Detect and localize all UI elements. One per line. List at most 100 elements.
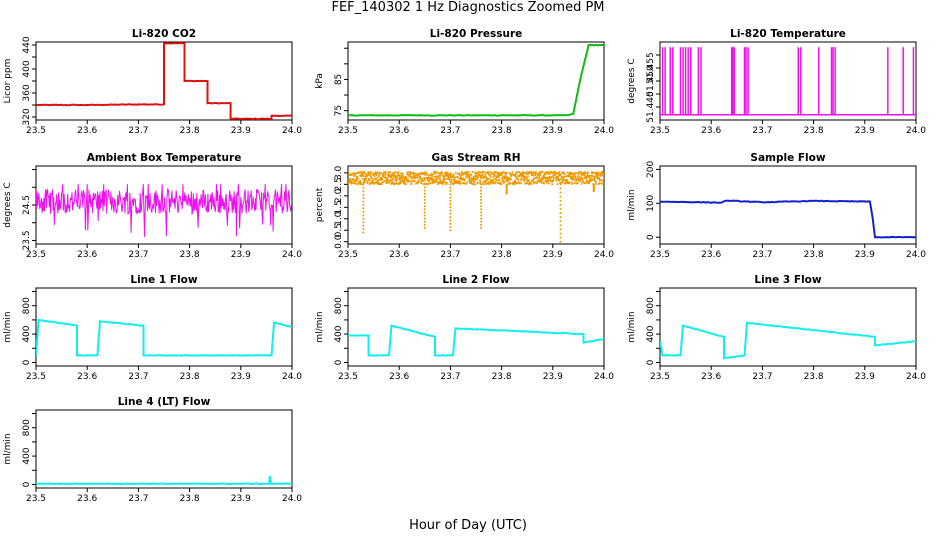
data-point [401, 174, 404, 177]
data-point [468, 175, 471, 177]
plot-frame [659, 165, 917, 245]
x-tick-label: 23.7 [440, 126, 460, 136]
data-point [431, 175, 434, 178]
data-point [449, 189, 452, 192]
data-point [351, 173, 353, 176]
data-point [427, 180, 430, 183]
x-tick-label: 23.9 [231, 494, 251, 504]
data-layer [36, 318, 292, 357]
series-line [348, 324, 604, 357]
data-point [583, 174, 586, 177]
x-tick-label: 23.8 [804, 126, 824, 136]
data-point [362, 190, 365, 193]
y-axis-label: Licor ppm [3, 59, 13, 104]
data-point [503, 181, 506, 183]
data-point [581, 177, 584, 180]
data-point [480, 223, 483, 226]
data-point [404, 175, 407, 178]
data-point [449, 199, 452, 202]
data-point [487, 181, 490, 184]
data-point [530, 183, 533, 186]
data-point [367, 177, 370, 180]
data-point [423, 192, 426, 195]
data-point [415, 173, 418, 176]
plot-frame [347, 165, 605, 245]
data-point [570, 181, 573, 184]
data-point [363, 181, 366, 184]
data-point [449, 206, 452, 209]
data-point [547, 171, 550, 174]
data-point [500, 183, 503, 186]
data-point [362, 221, 365, 224]
data-layer [348, 324, 604, 357]
data-layer [36, 475, 292, 486]
data-point [362, 193, 365, 196]
data-point [511, 170, 514, 173]
data-point [429, 174, 432, 177]
data-point [454, 176, 457, 179]
data-point [499, 181, 502, 184]
data-point [485, 176, 488, 179]
data-point [423, 183, 426, 186]
data-point [559, 203, 562, 206]
data-point [559, 183, 562, 186]
data-point [362, 214, 365, 217]
panel-title: Line 1 Flow [130, 274, 197, 286]
data-point [386, 177, 389, 179]
data-point [374, 171, 377, 174]
data-point [424, 171, 427, 174]
data-point [474, 183, 477, 186]
data-point [449, 196, 452, 199]
data-point [487, 178, 490, 180]
data-point [480, 192, 483, 195]
x-tick-label: 24.0 [282, 372, 302, 382]
data-point [404, 183, 407, 186]
y-tick-label: 800 [22, 297, 32, 314]
data-point [588, 181, 591, 184]
x-tick-label: 24.0 [594, 250, 614, 260]
data-point [538, 176, 541, 179]
x-tick-label: 23.5 [650, 250, 670, 260]
y-tick-label: 200 [646, 161, 656, 178]
panel-10: Line 4 (LT) Flow 23.5 23.6 23.7 23.8 23.9 24.0… [3, 396, 302, 504]
data-point [535, 173, 537, 176]
data-point [559, 212, 562, 214]
data-point [559, 240, 562, 243]
series-line [660, 321, 916, 360]
data-point [484, 173, 487, 176]
data-point [480, 214, 483, 217]
x-tick-label: 23.8 [804, 372, 824, 382]
data-point [435, 180, 438, 183]
y-tick-label: 0 [22, 359, 32, 365]
data-point [594, 182, 597, 185]
data-point [552, 179, 555, 181]
data-point [480, 205, 483, 208]
data-point [460, 171, 463, 173]
data-point [543, 173, 546, 175]
x-tick-label: 23.7 [128, 372, 148, 382]
x-tick-label: 23.6 [77, 494, 97, 504]
x-tick-label: 23.7 [128, 250, 148, 260]
data-point [480, 198, 483, 201]
data-point [430, 179, 433, 182]
x-tick-label: 23.6 [701, 372, 721, 382]
y-tick-label: 360 [22, 84, 32, 101]
data-point [473, 180, 476, 183]
data-point [584, 172, 587, 175]
x-axis-title: Hour of Day (UTC) [409, 518, 527, 533]
data-point [456, 176, 459, 179]
data-point [515, 172, 518, 175]
data-point [480, 183, 483, 186]
data-point [362, 210, 365, 213]
y-tick-label: 0 [646, 359, 656, 365]
data-point [362, 217, 365, 220]
data-point [586, 174, 589, 177]
data-point [449, 203, 452, 205]
data-point [535, 182, 538, 185]
data-point [563, 172, 566, 175]
data-point [471, 180, 473, 182]
data-point [391, 179, 394, 182]
x-tick-label: 24.0 [906, 372, 926, 382]
data-point [571, 183, 574, 185]
data-point [375, 174, 378, 177]
